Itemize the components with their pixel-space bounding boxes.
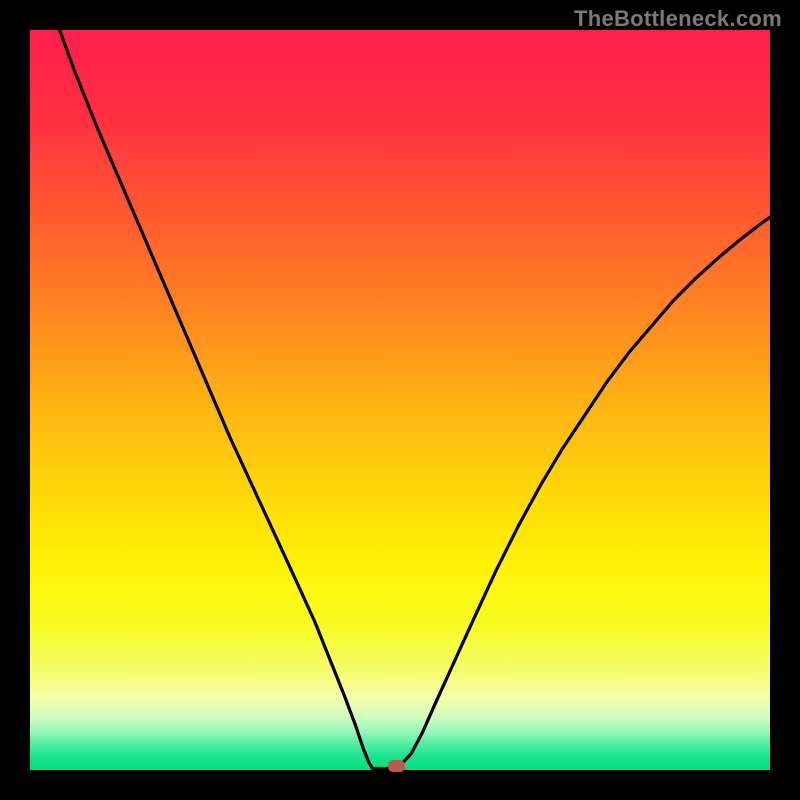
plot-area (30, 30, 770, 770)
bottleneck-curve (60, 30, 770, 769)
minimum-marker (388, 760, 405, 772)
curve-overlay (30, 30, 770, 770)
watermark-text: TheBottleneck.com (574, 6, 782, 32)
chart-container: TheBottleneck.com (0, 0, 800, 800)
